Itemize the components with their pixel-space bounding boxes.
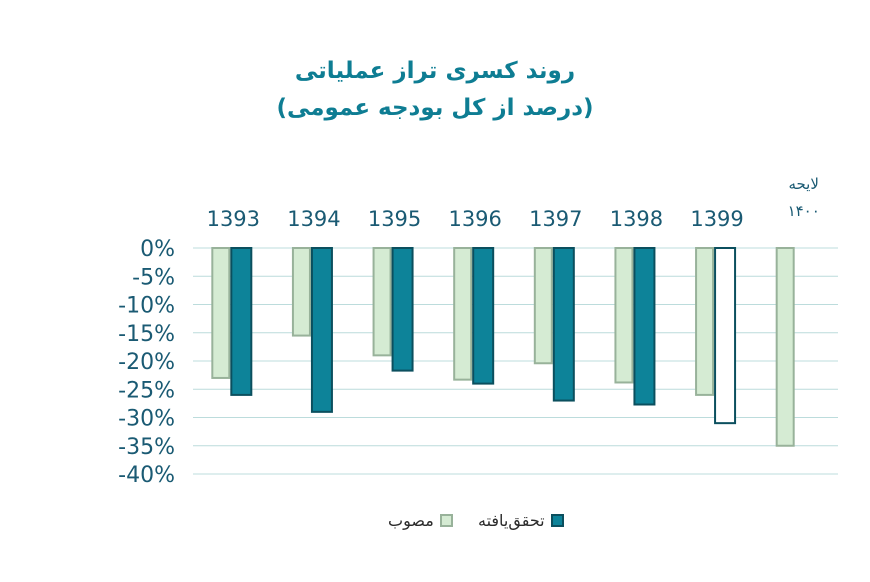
- chart-subtitle: (درصد از کل بودجه عمومی): [276, 95, 594, 121]
- y-tick-label: -15%: [118, 322, 175, 347]
- y-tick-label: -20%: [118, 350, 175, 375]
- bar-approved: [291, 247, 311, 337]
- x-tick-label: ۱۴۰۰: [788, 202, 820, 220]
- bar-approved: [695, 247, 715, 396]
- bar-approved: [372, 247, 392, 357]
- bar-approved: [614, 247, 634, 384]
- legend-swatch-realized: [550, 513, 564, 527]
- y-tick-label: -30%: [118, 407, 175, 432]
- chart-title: روند کسری تراز عملیاتی: [294, 58, 576, 84]
- bar-approved: [453, 247, 473, 381]
- bar-realized: [714, 247, 737, 425]
- legend-swatch-approved: [439, 513, 453, 527]
- legend-item-realized: تحقق‌یافته: [478, 508, 564, 532]
- legend-label-approved: مصوب: [388, 510, 434, 530]
- bar-realized: [552, 247, 575, 402]
- bar-realized: [633, 247, 656, 406]
- x-tick-label: 1396: [448, 207, 501, 231]
- y-tick-label: -25%: [118, 378, 175, 403]
- y-tick-label: -5%: [132, 265, 175, 290]
- x-tick-label: 1399: [690, 207, 743, 231]
- x-axis-labels: 1393 1394 1395 1396 1397 1398 1399 لایحه ۱۴۰۰: [207, 175, 820, 231]
- x-tick-label: 1393: [207, 207, 260, 231]
- y-tick-label: -10%: [118, 294, 175, 319]
- legend-label-realized: تحقق‌یافته: [478, 510, 545, 530]
- y-tick-label: 0%: [140, 237, 175, 262]
- bar-approved: [211, 247, 231, 379]
- bar-realized: [472, 247, 495, 385]
- x-tick-label: 1398: [610, 207, 663, 231]
- x-tick-label: 1395: [368, 207, 421, 231]
- bar-approved: [775, 247, 795, 447]
- legend-item-approved: مصوب: [388, 508, 453, 532]
- x-tick-label: لایحه: [788, 175, 818, 193]
- bar-approved: [533, 247, 553, 365]
- x-tick-label: 1397: [529, 207, 582, 231]
- bar-realized: [310, 247, 333, 413]
- gridlines: [193, 247, 838, 475]
- x-tick-label: 1394: [287, 207, 340, 231]
- bars: [211, 247, 795, 447]
- y-tick-label: -40%: [118, 463, 175, 488]
- y-tick-label: -35%: [118, 435, 175, 460]
- y-axis-labels: 0% -5% -10% -15% -20% -25% -30% -35% -40%: [118, 237, 175, 488]
- bar-realized: [391, 247, 414, 372]
- bar-realized: [230, 247, 253, 396]
